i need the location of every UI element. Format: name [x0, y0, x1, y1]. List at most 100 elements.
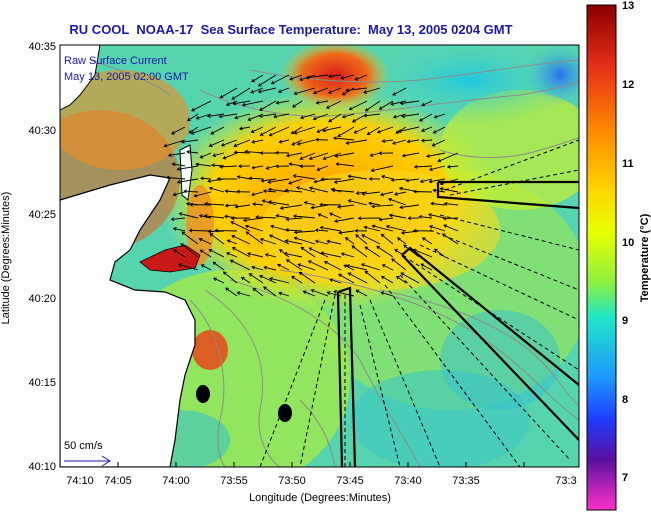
current-vector-head [188, 228, 193, 233]
current-vector-head [296, 141, 301, 146]
current-vector [382, 139, 394, 142]
current-vector [368, 202, 381, 206]
current-vector-head [322, 128, 326, 133]
current-vector [348, 199, 368, 206]
current-vector-head [310, 288, 315, 293]
map-title: RU COOL NOAA-17 Sea Surface Temperature:… [69, 22, 513, 37]
current-vector-head [369, 153, 374, 157]
current-vector-head [170, 217, 175, 222]
current-vector-head [340, 75, 345, 80]
current-vector [258, 74, 277, 87]
current-vector-head [171, 162, 176, 167]
current-vector [402, 152, 420, 157]
current-vector-head [229, 259, 234, 264]
current-vector-head [252, 287, 257, 292]
current-vector-head [343, 264, 348, 268]
current-vector [265, 253, 277, 258]
current-vector-head [319, 225, 324, 230]
current-vector-head [207, 179, 212, 183]
current-vector-head [341, 91, 346, 96]
current-vector [390, 100, 407, 105]
current-vector [181, 139, 199, 143]
current-vector-head [300, 246, 305, 251]
current-vector [199, 238, 212, 245]
current-vector-head [277, 89, 282, 94]
current-vector [209, 233, 225, 245]
current-vector-head [443, 201, 448, 206]
current-vector [204, 215, 225, 219]
current-vector [362, 191, 381, 195]
current-vector [400, 204, 420, 208]
current-vector-head [200, 176, 204, 181]
current-vector [421, 100, 433, 106]
current-vector-head [401, 153, 406, 158]
current-vector-head [185, 201, 190, 206]
current-vector [381, 175, 394, 180]
colorbar-tick: 12 [622, 79, 634, 91]
current-vector-head [364, 107, 369, 112]
current-vector-head [333, 179, 338, 184]
current-vector-head [340, 252, 345, 257]
current-vector [243, 217, 264, 221]
current-vector [168, 152, 186, 156]
current-vector-head [167, 153, 172, 158]
current-vector [278, 87, 290, 93]
current-vector [294, 237, 316, 245]
current-vector [403, 244, 420, 258]
current-vector-head [284, 188, 289, 193]
current-vector [180, 243, 199, 258]
current-vector [291, 139, 303, 146]
current-vector-head [216, 177, 221, 181]
current-vector [396, 276, 407, 284]
current-vector [398, 126, 420, 133]
current-vector [318, 213, 329, 219]
current-vector-head [399, 205, 404, 210]
current-vector [304, 201, 316, 206]
current-vector [297, 263, 316, 271]
current-vector [400, 100, 420, 104]
current-vector-head [231, 234, 236, 239]
current-vector-head [251, 165, 256, 170]
current-vector-head [312, 116, 317, 121]
legend-line1: Raw Surface Current [64, 55, 167, 67]
current-vector [285, 189, 303, 193]
current-vector-head [214, 228, 219, 233]
current-vector-head [241, 102, 246, 107]
current-vector-head [368, 177, 373, 181]
current-vector [413, 191, 433, 193]
current-vector [173, 249, 186, 258]
current-vector-head [388, 197, 392, 202]
current-vector-head [433, 114, 438, 119]
current-vector-head [299, 164, 304, 169]
current-vector-head [191, 107, 195, 112]
current-vector-head [258, 114, 263, 118]
current-vector-head [198, 237, 203, 242]
current-vector-head [262, 189, 267, 193]
current-vector [251, 191, 264, 196]
current-vector-head [322, 156, 327, 161]
current-vector-head [264, 253, 269, 257]
current-vector-head [392, 114, 397, 119]
current-vector [372, 225, 394, 232]
current-vector [376, 245, 394, 258]
current-vector [231, 235, 251, 245]
current-vector-head [200, 264, 205, 268]
current-vector [210, 126, 225, 135]
current-vector [293, 215, 316, 219]
current-vector-head [251, 78, 255, 83]
current-vector-head [341, 114, 346, 119]
current-vector-head [355, 289, 360, 294]
current-vector-head [420, 263, 425, 268]
y-tick-label: 40:20 [28, 293, 56, 305]
current-vector [426, 152, 446, 157]
current-vector-head [270, 80, 275, 85]
current-vector [269, 277, 290, 284]
current-vector-head [421, 138, 425, 143]
current-vector-head [279, 249, 283, 253]
current-vector-head [357, 216, 362, 221]
current-vector-head [267, 180, 272, 184]
current-vector-head [199, 154, 204, 159]
current-vector-head [283, 251, 288, 256]
current-vector-head [405, 178, 409, 183]
current-vector [419, 216, 433, 219]
